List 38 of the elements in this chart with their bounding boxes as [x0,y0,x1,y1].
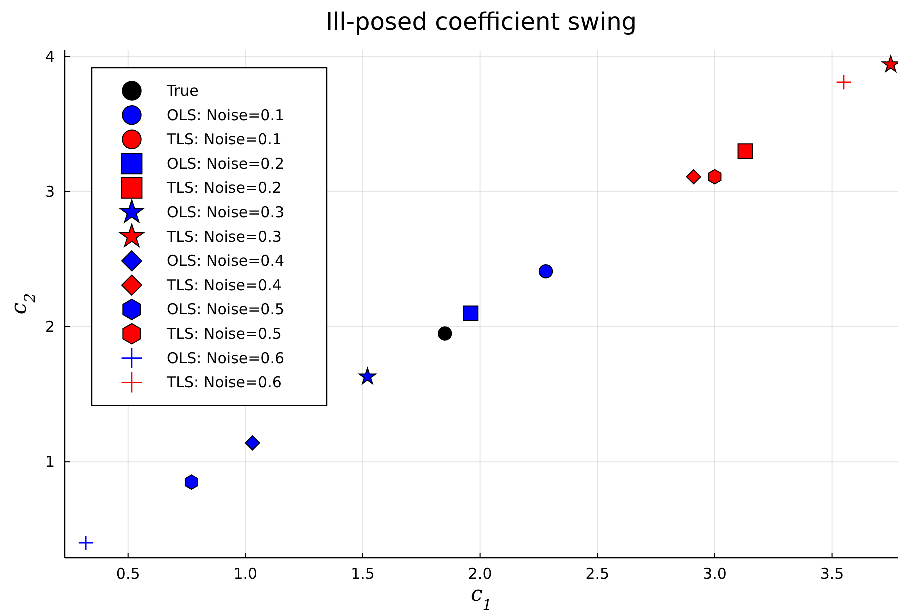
x-tick-label: 3.5 [820,565,844,583]
x-tick-label: 0.5 [116,565,140,583]
point [708,169,722,185]
x-tick-label: 1.0 [234,565,258,583]
y-tick-label: 2 [45,318,55,336]
legend-label: OLS: Noise=0.2 [167,154,285,173]
point [184,474,198,490]
y-tick-label: 4 [45,48,55,66]
point [686,169,702,185]
legend-label: TLS: Noise=0.2 [166,179,282,198]
x-tick-label: 2.5 [586,565,610,583]
legend-label: OLS: Noise=0.4 [167,252,285,270]
legend-label: True [166,82,199,100]
legend-label: TLS: Noise=0.1 [166,130,282,149]
point [538,264,554,279]
y-tick-label: 3 [45,182,55,201]
point [463,306,479,322]
legend-label: OLS: Noise=0.6 [167,349,285,368]
legend-label: TLS: Noise=0.3 [166,228,282,246]
point [245,436,260,451]
point [78,535,94,551]
point [882,56,898,72]
chart-title: Ill-posed coefficient swing [326,8,638,36]
x-axis-title: c$_{1}$ [470,582,492,613]
x-tick-label: 3.0 [703,565,727,583]
x-tick-label: 1.5 [351,565,375,583]
legend-label: TLS: Noise=0.4 [166,276,282,294]
y-tick-label: 1 [45,453,55,472]
point [738,144,754,160]
legend-label: OLS: Noise=0.5 [167,300,285,319]
point [358,368,377,385]
legend-label: TLS: Noise=0.6 [166,374,282,392]
point [836,74,852,90]
legend-label: OLS: Noise=0.3 [167,204,285,222]
point [438,326,452,341]
legend-label: OLS: Noise=0.1 [167,106,285,124]
legend-label: TLS: Noise=0.5 [166,325,282,343]
x-tick-label: 2.0 [468,565,492,583]
